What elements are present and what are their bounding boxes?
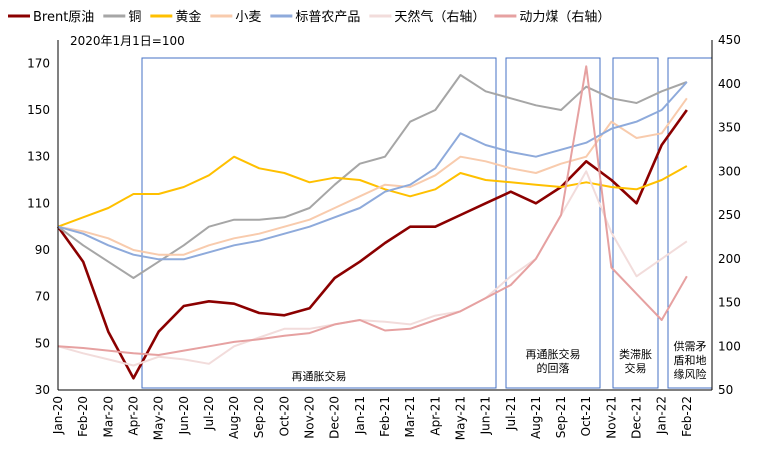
legend-label: 小麦 — [235, 10, 261, 25]
series-line — [57, 170, 688, 367]
period-box — [141, 57, 497, 389]
y-left-tick-label: 130 — [27, 150, 50, 164]
series-lines — [56, 65, 688, 380]
y-right-tick-label: 50 — [718, 383, 733, 397]
x-tick-label: Oct-21 — [579, 396, 593, 436]
y-left-tick-label: 90 — [35, 243, 50, 257]
legend: Brent原油 铜 黄金 小麦 标普农产品 天然气（右轴） 动力煤（右轴） — [8, 9, 610, 25]
legend-label: Brent原油 — [33, 10, 94, 25]
x-tick-label: May-21 — [453, 396, 467, 440]
x-tick-label: Feb-21 — [378, 396, 392, 437]
x-tick-label: Apr-21 — [428, 396, 442, 436]
x-tick-label: Dec-21 — [630, 396, 644, 439]
series-line — [57, 155, 688, 228]
x-tick-label: Jan-21 — [353, 396, 367, 435]
period-box — [505, 57, 601, 389]
x-tick-label: Sep-20 — [252, 396, 266, 438]
series-line — [57, 74, 688, 279]
y-left-tick-label: 170 — [27, 56, 50, 70]
index-base-note: 2020年1月1日=100 — [70, 34, 185, 48]
x-tick-label: Mar-20 — [101, 396, 115, 437]
x-tick-label: May-20 — [152, 396, 166, 440]
x-tick-label: Jun-20 — [177, 396, 191, 435]
y-left-tick-label: 30 — [35, 383, 50, 397]
y-left-tick-label: 150 — [27, 103, 50, 117]
series-line — [57, 81, 688, 261]
x-tick-label: Apr-20 — [126, 396, 140, 436]
legend-label: 铜 — [128, 10, 141, 25]
legend-label: 天然气（右轴） — [394, 9, 485, 25]
axes: 30 50 70 90 110 130 150 170 50 100 150 200 250 300 350… — [27, 33, 741, 440]
y-right-tick-label: 200 — [718, 252, 741, 266]
period-box-label: 再通胀交易 — [292, 369, 347, 383]
y-right-tick-label: 450 — [718, 33, 741, 47]
x-tick-label: Oct-20 — [277, 396, 291, 436]
y-left-tick-label: 70 — [35, 290, 50, 304]
x-tick-label: Jul-20 — [202, 396, 216, 431]
y-right-tick-label: 150 — [718, 296, 741, 310]
series-line — [57, 97, 688, 256]
period-box-label: 供需矛盾和地缘风险 — [674, 339, 707, 381]
series-line — [57, 65, 688, 356]
x-tick-label: Jun-21 — [479, 396, 493, 435]
x-tick-label: Jan-22 — [655, 396, 669, 435]
x-tick-label: Mar-21 — [403, 396, 417, 437]
x-tick-label: Sep-21 — [554, 396, 568, 438]
series-line — [56, 109, 688, 380]
x-tick-label: Jul-21 — [504, 396, 518, 431]
x-tick-label: Nov-20 — [303, 396, 317, 439]
x-tick-label: Aug-20 — [227, 396, 241, 439]
legend-label: 标普农产品 — [295, 10, 360, 25]
legend-label: 黄金 — [175, 9, 201, 25]
y-left-tick-label: 50 — [35, 336, 50, 350]
y-left-tick-label: 110 — [27, 196, 50, 210]
x-tick-label: Dec-20 — [328, 396, 342, 439]
period-box-label: 类滞胀交易 — [619, 347, 652, 375]
y-right-tick-label: 250 — [718, 208, 741, 222]
x-tick-label: Nov-21 — [604, 396, 618, 439]
x-tick-label: Aug-21 — [529, 396, 543, 439]
legend-label: 动力煤（右轴） — [519, 10, 610, 25]
x-tick-label: Jan-20 — [51, 396, 65, 435]
y-right-tick-label: 100 — [718, 339, 741, 353]
y-right-tick-label: 300 — [718, 164, 741, 178]
period-box-label: 再通胀交易的回落 — [526, 347, 581, 375]
period-box — [612, 57, 659, 389]
y-right-tick-label: 400 — [718, 77, 741, 91]
x-tick-label: Feb-22 — [680, 396, 694, 437]
period-box — [667, 57, 713, 389]
y-right-tick-label: 350 — [718, 121, 741, 135]
x-tick-label: Feb-20 — [76, 396, 90, 437]
